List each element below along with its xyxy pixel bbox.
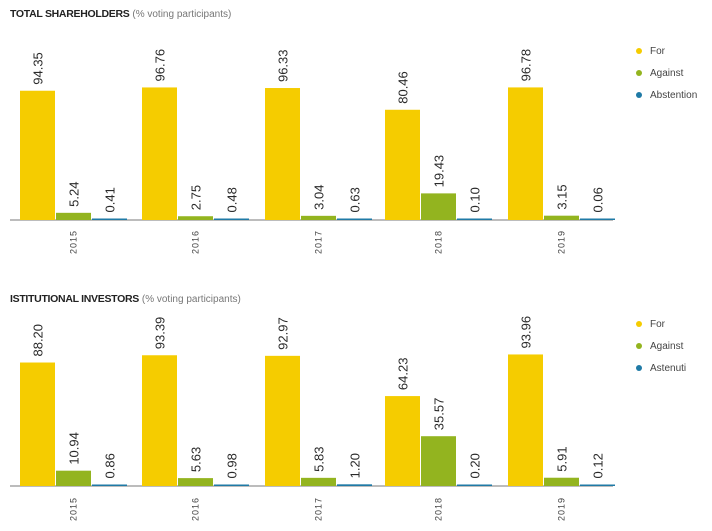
- data-label-astenuti-2017: 1.20: [348, 453, 363, 478]
- legend-swatch: [636, 92, 642, 98]
- data-label-against-2015: 5.24: [67, 182, 82, 207]
- bar-against-2018: [421, 193, 456, 220]
- data-label-for-2018: 64.23: [396, 358, 411, 391]
- data-label-against-2015: 10.94: [67, 432, 82, 465]
- bar-abstention-2015: [92, 218, 127, 220]
- data-label-against-2019: 3.15: [555, 184, 570, 209]
- bar-for-2015: [20, 362, 55, 486]
- bar-for-2019: [508, 354, 543, 486]
- bar-against-2017: [301, 215, 336, 220]
- legend-label: For: [650, 318, 665, 330]
- bar-for-2018: [385, 396, 420, 486]
- x-tick-label-2015: 2015: [69, 230, 79, 254]
- legend-item-astenuti: Astenuti: [636, 357, 686, 379]
- x-tick-label-2017: 2017: [314, 497, 324, 521]
- legend-item-for: For: [636, 313, 686, 335]
- legend-label: Abstention: [650, 89, 698, 101]
- bar-abstention-2016: [214, 218, 249, 220]
- data-label-abstention-2017: 0.63: [348, 187, 363, 212]
- bar-for-2016: [142, 87, 177, 220]
- total-shareholders-chart: 94.35 5.24 0.41 2015 96.76 2.75 0.48 2016 96.33 3…: [10, 49, 615, 254]
- data-label-abstention-2018: 0.10: [468, 187, 483, 212]
- x-tick-label-2017: 2017: [314, 230, 324, 254]
- bar-astenuti-2019: [580, 484, 615, 486]
- bar-for-2015: [20, 90, 55, 220]
- legend-swatch: [636, 48, 642, 54]
- legend-label: Against: [650, 67, 684, 79]
- bar-for-2017: [265, 88, 300, 221]
- chart-title: TOTAL SHAREHOLDERS: [10, 8, 130, 20]
- legend-swatch: [636, 343, 642, 349]
- data-label-for-2017: 92.97: [276, 317, 291, 350]
- legend-swatch: [636, 365, 642, 371]
- bar-against-2019: [544, 215, 579, 220]
- data-label-for-2019: 93.96: [519, 316, 534, 349]
- legend-item-against: Against: [636, 62, 697, 84]
- data-label-abstention-2019: 0.06: [591, 187, 606, 212]
- x-tick-label-2016: 2016: [191, 497, 201, 521]
- x-tick-label-2018: 2018: [434, 497, 444, 521]
- data-label-astenuti-2018: 0.20: [468, 453, 483, 478]
- bar-for-2019: [508, 87, 543, 220]
- data-label-astenuti-2015: 0.86: [103, 453, 118, 478]
- data-label-for-2019: 96.78: [519, 49, 534, 82]
- bar-against-2016: [178, 478, 213, 486]
- bar-abstention-2017: [337, 218, 372, 220]
- bar-astenuti-2016: [214, 484, 249, 486]
- data-label-for-2017: 96.33: [276, 49, 291, 82]
- data-label-for-2018: 80.46: [396, 71, 411, 104]
- data-label-against-2017: 5.83: [312, 447, 327, 472]
- data-label-against-2018: 35.57: [432, 398, 447, 431]
- data-label-against-2016: 5.63: [189, 447, 204, 472]
- legend-total-shareholders: For Against Abstention: [636, 40, 697, 106]
- x-tick-label-2016: 2016: [191, 230, 201, 254]
- data-label-astenuti-2016: 0.98: [225, 453, 240, 478]
- chart-subtitle: (% voting participants): [132, 9, 232, 20]
- data-label-against-2017: 3.04: [312, 185, 327, 210]
- data-label-against-2018: 19.43: [432, 155, 447, 188]
- bar-against-2015: [56, 212, 91, 220]
- data-label-abstention-2016: 0.48: [225, 187, 240, 212]
- legend-swatch: [636, 70, 642, 76]
- legend-label: Against: [650, 340, 684, 352]
- bar-against-2016: [178, 216, 213, 220]
- data-label-for-2016: 93.39: [153, 317, 168, 350]
- bar-for-2016: [142, 355, 177, 486]
- bar-astenuti-2018: [457, 484, 492, 486]
- bar-abstention-2019: [580, 218, 615, 220]
- panel-title-institutional-investors: ISTITUTIONAL INVESTORS (% voting partici…: [10, 293, 241, 305]
- x-tick-label-2019: 2019: [557, 497, 567, 521]
- bar-astenuti-2017: [337, 484, 372, 486]
- institutional-investors-chart: 88.20 10.94 0.86 2015 93.39 5.63 0.98 2016 92.97…: [10, 316, 615, 521]
- data-label-against-2019: 5.91: [555, 446, 570, 471]
- x-tick-label-2018: 2018: [434, 230, 444, 254]
- bar-abstention-2018: [457, 218, 492, 220]
- legend-item-against: Against: [636, 335, 686, 357]
- legend-swatch: [636, 321, 642, 327]
- data-label-astenuti-2019: 0.12: [591, 453, 606, 478]
- chart-title: ISTITUTIONAL INVESTORS: [10, 293, 139, 305]
- bar-against-2017: [301, 477, 336, 486]
- legend-institutional-investors: For Against Astenuti: [636, 313, 686, 379]
- x-tick-label-2019: 2019: [557, 230, 567, 254]
- legend-item-for: For: [636, 40, 697, 62]
- data-label-for-2016: 96.76: [153, 49, 168, 82]
- bar-astenuti-2015: [92, 484, 127, 486]
- legend-label: Astenuti: [650, 362, 687, 374]
- bar-against-2018: [421, 436, 456, 486]
- data-label-abstention-2015: 0.41: [103, 187, 118, 212]
- bar-for-2017: [265, 355, 300, 486]
- bar-against-2015: [56, 470, 91, 486]
- data-label-for-2015: 88.20: [31, 324, 46, 357]
- x-tick-label-2015: 2015: [69, 497, 79, 521]
- data-label-against-2016: 2.75: [189, 185, 204, 210]
- legend-item-abstention: Abstention: [636, 84, 697, 106]
- chart-subtitle: (% voting participants): [141, 294, 241, 305]
- panel-title-total-shareholders: TOTAL SHAREHOLDERS (% voting participant…: [10, 8, 231, 20]
- legend-label: For: [650, 45, 665, 57]
- bar-for-2018: [385, 109, 420, 220]
- bar-against-2019: [544, 477, 579, 486]
- data-label-for-2015: 94.35: [31, 52, 46, 85]
